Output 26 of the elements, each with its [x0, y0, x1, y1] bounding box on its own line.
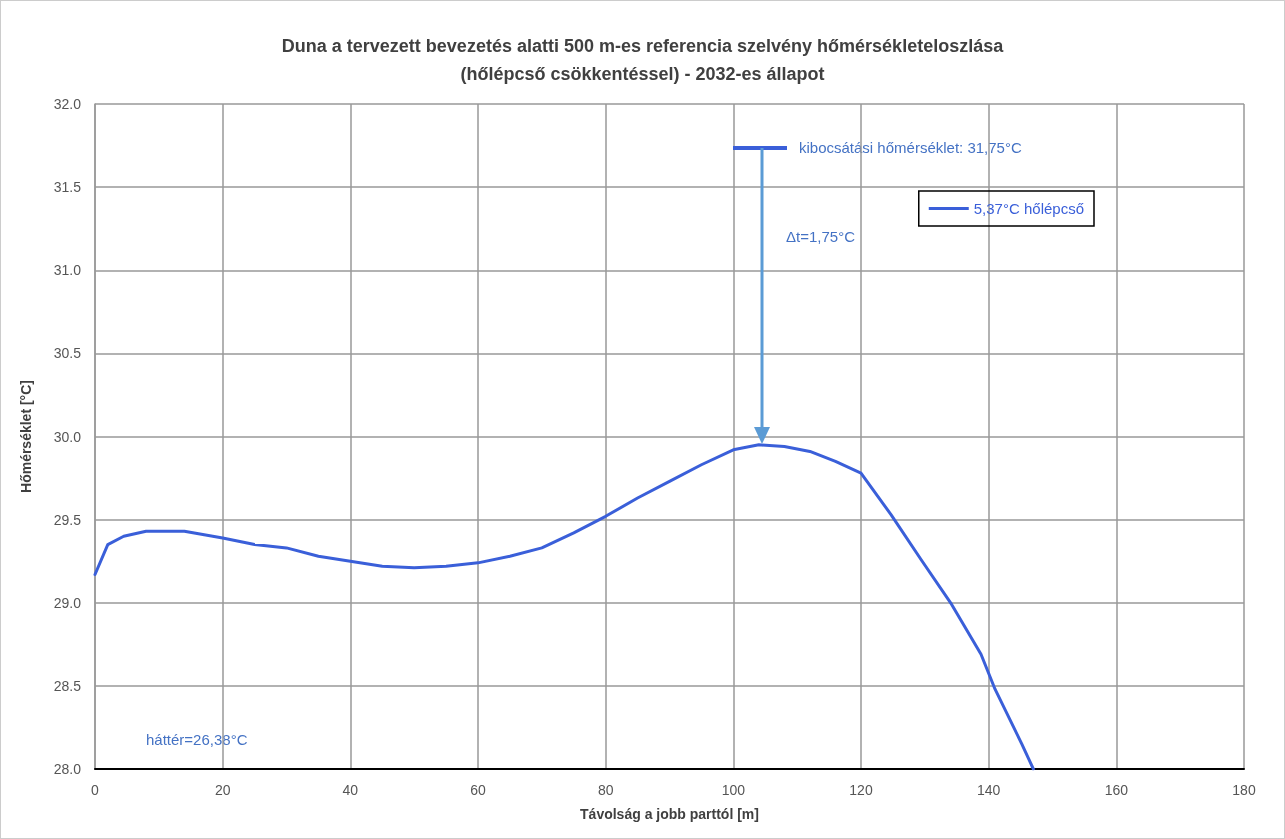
x-tick-label: 80: [597, 782, 614, 798]
annotation: háttér=26,38°C: [146, 731, 248, 748]
y-tick-label: 29.5: [53, 511, 82, 528]
x-tick-label: 120: [849, 782, 873, 798]
y-axis-title: Hőmérséklet [°C]: [18, 380, 34, 493]
legend-label: 5,37°C hőlépcső: [973, 200, 1085, 217]
x-tick-label: 180: [1232, 782, 1256, 798]
y-tick-label: 32.0: [53, 96, 82, 112]
y-tick-label: 28.5: [53, 677, 82, 694]
x-axis-title: Távolság a jobb parttól [m]: [580, 806, 759, 822]
y-tick-label: 30.0: [53, 428, 82, 445]
annotation: kibocsátási hőmérséklet: 31,75°C: [799, 139, 1022, 156]
annotation: Δt=1,75°C: [786, 228, 856, 245]
x-tick-label: 40: [342, 782, 359, 798]
x-tick-label: 0: [91, 782, 100, 798]
chart-title: Duna a tervezett bevezetés alatti 500 m-es referencia szelvény hőmérsékleteloszlása (hőlépcső csökkentéssel) - 2032-es állapot: [281, 36, 1005, 84]
y-tick-label: 31.0: [53, 262, 82, 279]
x-tick-label: 160: [1104, 782, 1129, 798]
x-tick-label: 60: [470, 782, 486, 798]
y-tick-label: 28.0: [53, 761, 82, 777]
y-tick-label: 30.5: [53, 345, 82, 362]
x-tick-label: 100: [721, 782, 746, 798]
x-tick-label: 20: [214, 782, 231, 798]
x-tick-label: 140: [976, 782, 1001, 798]
y-tick-label: 29.0: [53, 594, 82, 611]
y-tick-label: 31.5: [53, 179, 82, 196]
